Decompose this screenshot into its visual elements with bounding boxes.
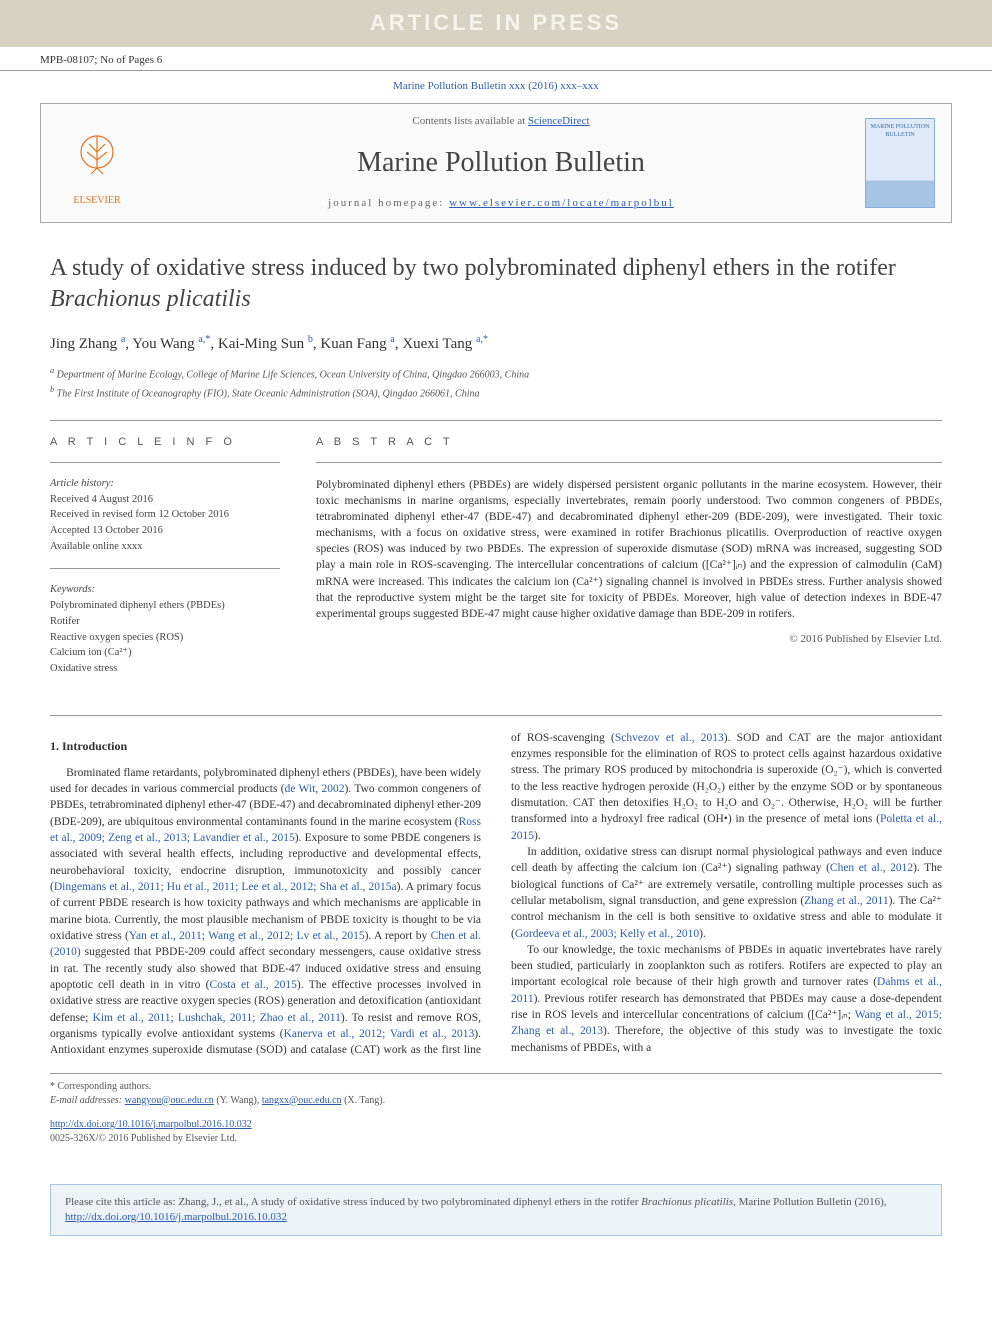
journal-reference: Marine Pollution Bulletin xxx (2016) xxx… (0, 71, 992, 98)
citation-link[interactable]: Kanerva et al., 2012; Vardi et al., 2013 (284, 1028, 475, 1040)
divider (50, 568, 280, 569)
email-line: E-mail addresses: wangyou@ouc.edu.cn (Y.… (50, 1094, 942, 1108)
elsevier-label: ELSEVIER (73, 194, 120, 208)
citation-link[interactable]: Zhang et al., 2011 (804, 895, 888, 907)
abstract-label: A B S T R A C T (316, 435, 942, 450)
author: You Wang a,* (132, 336, 210, 352)
intro-paragraph-2: In addition, oxidative stress can disrup… (511, 844, 942, 942)
abstract-column: A B S T R A C T Polybrominated diphenyl … (316, 435, 942, 691)
author: Xuexi Tang a,* (402, 336, 488, 352)
abstract-copyright: © 2016 Published by Elsevier Ltd. (316, 632, 942, 647)
email-link[interactable]: tangxx@ouc.edu.cn (262, 1095, 342, 1106)
journal-header-box: ELSEVIER Contents lists available at Sci… (40, 103, 952, 223)
article-title: A study of oxidative stress induced by t… (50, 253, 942, 315)
elsevier-tree-icon (67, 130, 127, 190)
divider (50, 715, 942, 716)
citation-link[interactable]: Dingemans et al., 2011; Hu et al., 2011;… (54, 881, 397, 893)
author: Jing Zhang a (50, 336, 125, 352)
article-history: Article history: Received 4 August 2016 … (50, 477, 280, 554)
cite-doi-link[interactable]: http://dx.doi.org/10.1016/j.marpolbul.20… (65, 1211, 287, 1223)
section-heading-intro: 1. Introduction (50, 738, 481, 755)
author: Kai-Ming Sun b (218, 336, 313, 352)
doi-line: http://dx.doi.org/10.1016/j.marpolbul.20… (50, 1118, 942, 1146)
divider (50, 462, 280, 463)
title-species: Brachionus plicatilis (50, 286, 251, 312)
citation-link[interactable]: de Wit, 2002 (285, 783, 345, 795)
citation-link[interactable]: Chen et al., 2012 (830, 862, 913, 874)
issn-line: 0025-326X/© 2016 Published by Elsevier L… (50, 1133, 237, 1144)
journal-homepage: journal homepage: www.elsevier.com/locat… (137, 196, 865, 211)
elsevier-logo: ELSEVIER (57, 118, 137, 208)
author: Kuan Fang a (320, 336, 394, 352)
watermark-banner: ARTICLE IN PRESS (0, 0, 992, 47)
divider (50, 420, 942, 421)
article-id-strip: MPB-08107; No of Pages 6 (0, 47, 992, 71)
citation-link[interactable]: Schvezov et al., 2013 (615, 732, 724, 744)
citation-link[interactable]: Gordeeva et al., 2003; Kelly et al., 201… (515, 928, 699, 940)
homepage-link[interactable]: www.elsevier.com/locate/marpolbul (449, 197, 674, 209)
issue-cover-thumbnail: MARINE POLLUTION BULLETIN (865, 118, 935, 208)
contents-prefix: Contents lists available at (412, 115, 527, 127)
citation-link[interactable]: Yan et al., 2011; Wang et al., 2012; Lv … (129, 930, 365, 942)
contents-line: Contents lists available at ScienceDirec… (137, 114, 865, 129)
article-info-column: A R T I C L E I N F O Article history: R… (50, 435, 280, 691)
affiliation-b: b The First Institute of Oceanography (F… (50, 384, 942, 401)
author-list: Jing Zhang a, You Wang a,*, Kai-Ming Sun… (50, 333, 942, 355)
footer-block: * Corresponding authors. E-mail addresse… (50, 1073, 942, 1146)
citation-box: Please cite this article as: Zhang, J., … (50, 1184, 942, 1237)
citation-link[interactable]: Costa et al., 2015 (209, 979, 296, 991)
corresponding-note: * Corresponding authors. (50, 1080, 942, 1094)
article-info-label: A R T I C L E I N F O (50, 435, 280, 450)
affiliation-a: a Department of Marine Ecology, College … (50, 365, 942, 382)
citation-link[interactable]: Kim et al., 2011; Lushchak, 2011; Zhao e… (93, 1012, 341, 1024)
title-main: A study of oxidative stress induced by t… (50, 255, 896, 281)
journal-center: Contents lists available at ScienceDirec… (137, 114, 865, 212)
homepage-prefix: journal homepage: (328, 197, 449, 209)
intro-paragraph-3: To our knowledge, the toxic mechanisms o… (511, 942, 942, 1056)
journal-name: Marine Pollution Bulletin (137, 143, 865, 182)
sciencedirect-link[interactable]: ScienceDirect (528, 115, 590, 127)
doi-link[interactable]: http://dx.doi.org/10.1016/j.marpolbul.20… (50, 1119, 252, 1130)
affiliations: a Department of Marine Ecology, College … (50, 365, 942, 402)
email-link[interactable]: wangyou@ouc.edu.cn (125, 1095, 214, 1106)
body-text: 1. Introduction Brominated flame retarda… (50, 730, 942, 1059)
abstract-text: Polybrominated diphenyl ethers (PBDEs) a… (316, 477, 942, 622)
keywords-block: Keywords: Polybrominated diphenyl ethers… (50, 583, 280, 676)
divider (316, 462, 942, 463)
info-abstract-row: A R T I C L E I N F O Article history: R… (50, 435, 942, 691)
